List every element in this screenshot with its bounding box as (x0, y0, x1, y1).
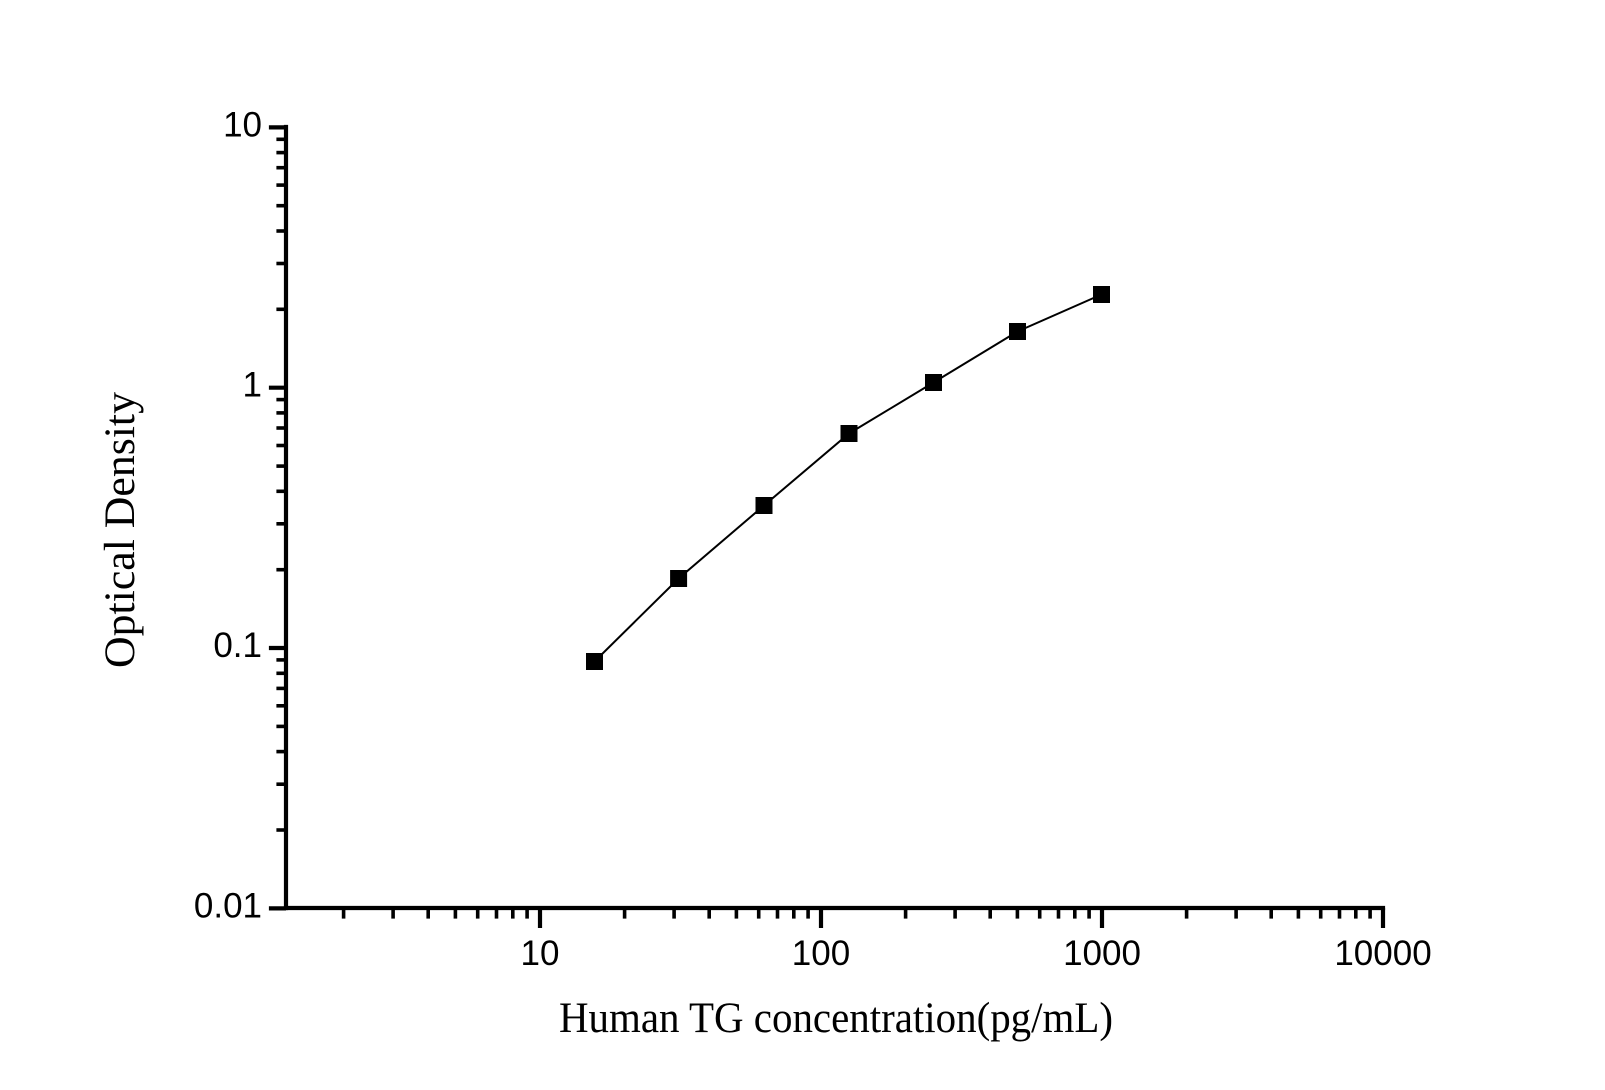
svg-text:Human TG concentration(pg/mL): Human TG concentration(pg/mL) (559, 995, 1113, 1042)
svg-text:10000: 10000 (1334, 934, 1431, 973)
svg-text:Optical Density: Optical Density (97, 392, 144, 668)
svg-text:10: 10 (223, 105, 262, 144)
svg-text:0.01: 0.01 (194, 886, 262, 925)
svg-text:0.1: 0.1 (213, 626, 262, 665)
svg-text:10: 10 (521, 934, 560, 973)
svg-text:1000: 1000 (1063, 934, 1141, 973)
svg-text:100: 100 (792, 934, 850, 973)
svg-text:1: 1 (243, 366, 262, 405)
